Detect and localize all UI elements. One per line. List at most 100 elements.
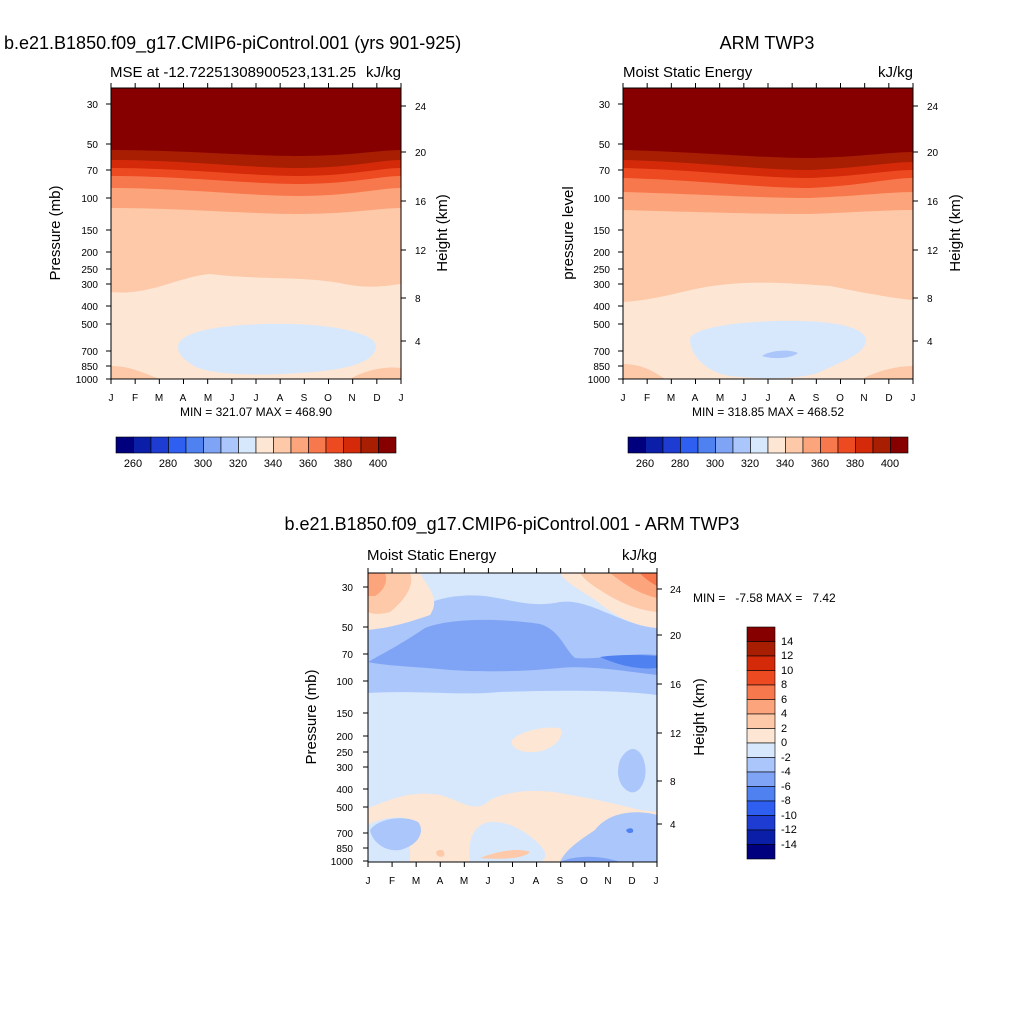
colorbar-swatch [746,728,776,744]
colorbar-swatch [715,436,734,454]
colorbar-swatch [802,436,821,454]
colorbar-label: 8 [781,679,787,691]
panel-obs-ylabel: pressure level [560,186,577,279]
x-tick: M [716,393,724,404]
y-tick: 1000 [76,375,99,386]
panel-obs-contours [622,87,914,380]
panel-obs-y2-ticks: 24 20 16 12 8 4 [927,102,939,348]
panel-diff-stats: MIN = -7.58 MAX = 7.42 [693,591,836,605]
y-tick: 70 [342,650,354,661]
panel-obs-left-label: Moist Static Energy [623,64,753,81]
panel-obs-stats: MIN = 318.85 MAX = 468.52 [692,405,844,419]
colorbar-label: 300 [194,458,212,470]
y-tick: 850 [336,844,353,855]
colorbar-label: 340 [264,458,282,470]
colorbar-swatch [746,829,776,845]
colorbar-label: 380 [846,458,864,470]
x-tick: J [742,393,747,404]
x-tick: J [621,393,626,404]
colorbar-swatch [746,844,776,860]
y-tick: 30 [599,100,611,111]
y2-tick: 12 [927,246,939,257]
x-tick: M [204,393,212,404]
colorbar-swatch [890,436,909,454]
colorbar-label: -2 [781,752,791,764]
y-tick: 50 [87,140,99,151]
y-tick: 150 [336,709,353,720]
colorbar-swatch [746,699,776,715]
x-tick: J [230,393,235,404]
panel-obs-y-ticks: 30 50 70 100 150 200 250 300 400 500 700… [588,100,611,386]
x-tick: J [510,876,515,887]
axis-tick-marks [106,83,918,867]
x-tick: M [155,393,163,404]
colorbar-swatch [837,436,856,454]
y-tick: 300 [81,280,98,291]
y2-tick: 8 [927,294,933,305]
y-tick: 30 [87,100,99,111]
colorbar-swatch [627,436,646,454]
x-tick: J [911,393,916,404]
y2-tick: 20 [927,148,939,159]
panel-model-stats: MIN = 321.07 MAX = 468.90 [180,405,332,419]
y-tick: 100 [593,194,610,205]
y2-tick: 4 [415,337,421,348]
y-tick: 500 [593,320,610,331]
colorbar-swatch [133,436,152,454]
y2-tick: 12 [670,729,682,740]
x-tick: J [254,393,259,404]
y-tick: 200 [81,248,98,259]
y-tick: 700 [81,347,98,358]
colorbar-label: -12 [781,824,797,836]
panel-diff-x-ticks: J F M A M J J A S O N D J [366,876,659,887]
x-tick: D [885,393,892,404]
x-tick: A [789,393,796,404]
panel-obs: ARM TWP3 Moist Static Energy kJ/kg 30 50… [560,33,964,470]
panel-obs-colorbar-labels: 260 280 300 320 340 360 380 400 [636,458,899,470]
x-tick: D [628,876,635,887]
colorbar-label: -6 [781,781,791,793]
x-tick: O [580,876,588,887]
colorbar-swatch [746,626,776,642]
panel-diff-colorbar-labels: 14 12 10 8 6 4 2 0 -2 -4 -6 -8 -10 -12 -… [781,636,797,851]
y-tick: 500 [81,320,98,331]
colorbar-swatch [750,436,769,454]
colorbar-swatch [168,436,187,454]
x-tick: M [460,876,468,887]
x-tick: F [644,393,650,404]
panel-obs-x-ticks: J F M A M J J A S O N D J [621,393,916,404]
x-tick: O [324,393,332,404]
y2-tick: 24 [670,585,682,596]
colorbar-swatch [220,436,239,454]
colorbar-swatch [645,436,664,454]
y2-tick: 16 [670,680,682,691]
panel-model-title: b.e21.B1850.f09_g17.CMIP6-piControl.001 … [4,33,461,54]
y-tick: 50 [342,623,354,634]
x-tick: S [557,876,564,887]
colorbar-label: -8 [781,795,791,807]
y-tick: 400 [593,302,610,313]
y2-tick: 16 [927,197,939,208]
colorbar-label: 4 [781,708,787,720]
y2-tick: 24 [927,102,939,113]
x-tick: O [836,393,844,404]
panel-model-units: kJ/kg [366,64,401,81]
y-tick: 500 [336,803,353,814]
colorbar-swatch [360,436,379,454]
x-tick: F [389,876,395,887]
colorbar-swatch [697,436,716,454]
colorbar-swatch [680,436,699,454]
colorbar-label: -14 [781,839,797,851]
y-tick: 400 [81,302,98,313]
colorbar-swatch [746,742,776,758]
y-tick: 400 [336,785,353,796]
y-tick: 300 [593,280,610,291]
x-tick: S [813,393,820,404]
panel-diff-left-label: Moist Static Energy [367,547,497,564]
colorbar-swatch [746,641,776,657]
colorbar-label: 14 [781,636,793,648]
x-tick: J [654,876,659,887]
x-tick: S [301,393,308,404]
colorbar-swatch [746,757,776,773]
panel-diff-y-ticks: 30 50 70 100 150 200 250 300 400 500 700… [331,583,354,868]
